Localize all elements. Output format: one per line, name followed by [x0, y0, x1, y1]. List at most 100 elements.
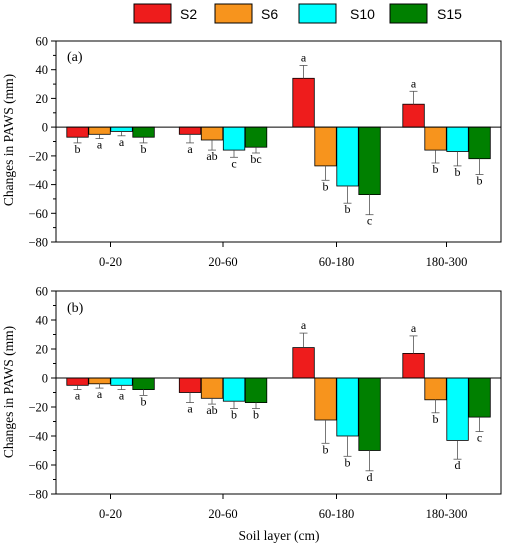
y-tick-label-b-5: −40 — [28, 430, 48, 444]
sig-label-a-s6-2: b — [323, 179, 329, 193]
y-tick-label-b-3: 0 — [42, 372, 48, 386]
panel-label-a: (a) — [67, 50, 83, 65]
y-tick-label-a-3: 0 — [42, 121, 48, 135]
y-tick-label-b-0: 60 — [36, 285, 49, 299]
x-axis-title: Soil layer (cm) — [239, 528, 320, 543]
y-tick-label-a-1: 40 — [36, 63, 49, 77]
y-tick-label-a-6: −60 — [28, 207, 48, 221]
legend-swatch-s2 — [133, 3, 172, 24]
bar-b-s2-3 — [402, 352, 425, 379]
bar-b-s10-3 — [446, 377, 469, 441]
sig-label-b-s6-1: ab — [206, 403, 217, 417]
sig-label-b-s15-1: b — [253, 408, 259, 422]
y-tick-label-a-5: −40 — [28, 178, 48, 192]
legend-swatch-s15 — [389, 3, 428, 24]
bar-a-s10-2 — [336, 126, 359, 187]
y-axis-title-a: Changes in PAWS (mm) — [1, 74, 16, 206]
sig-label-a-s2-2: a — [301, 50, 307, 64]
y-tick-label-b-1: 40 — [36, 314, 49, 328]
bar-a-s6-3 — [424, 126, 447, 151]
y-tick-label-a-4: −20 — [28, 149, 48, 163]
sig-label-b-s10-2: b — [345, 455, 351, 469]
bar-a-s15-2 — [358, 126, 381, 195]
sig-label-b-s2-3: a — [411, 321, 417, 335]
sig-label-a-s6-1: ab — [206, 149, 217, 163]
sig-label-a-s15-2: c — [367, 214, 372, 228]
sig-label-b-s10-0: a — [119, 389, 125, 403]
bar-b-s2-1 — [178, 377, 202, 393]
bar-b-s6-2 — [314, 377, 337, 421]
bar-a-s10-3 — [446, 126, 469, 152]
sig-label-b-s2-0: a — [75, 389, 81, 403]
y-axis-title-b: Changes in PAWS (mm) — [1, 326, 16, 458]
bar-b-s10-2 — [336, 377, 359, 437]
y-tick-label-a-0: 60 — [36, 35, 49, 49]
y-tick-label-b-6: −60 — [28, 459, 48, 473]
sig-label-a-s6-3: b — [433, 162, 439, 176]
x-tick-label-b-1: 20-60 — [208, 507, 237, 521]
bar-b-s15-3 — [468, 377, 491, 418]
bar-a-s15-1 — [244, 126, 268, 148]
bar-b-s6-3 — [424, 377, 447, 401]
sig-label-b-s2-1: a — [187, 402, 193, 416]
sig-label-b-s10-1: b — [231, 408, 237, 422]
sig-label-a-s2-1: a — [187, 142, 193, 156]
sig-label-b-s10-3: d — [455, 458, 461, 472]
sig-label-b-s15-0: b — [141, 394, 147, 408]
legend-label-s6: S6 — [261, 6, 278, 22]
y-tick-label-b-4: −20 — [28, 401, 48, 415]
legend-swatch-s6 — [214, 3, 253, 24]
sig-label-a-s10-0: a — [119, 135, 125, 149]
bar-a-s6-1 — [200, 126, 224, 141]
x-tick-label-a-1: 20-60 — [208, 255, 237, 269]
legend: S2 S6 S10 S15 — [133, 3, 462, 24]
x-tick-label-a-2: 60-180 — [319, 255, 354, 269]
legend-label-s15: S15 — [437, 6, 462, 22]
x-tick-label-b-0: 0-20 — [99, 507, 122, 521]
bar-a-s2-0 — [66, 126, 89, 138]
y-tick-label-b-2: 20 — [36, 343, 49, 357]
sig-label-a-s15-0: b — [141, 142, 147, 156]
axes-a: 60 40 20 0 −20 −40 −60 −80 0-20 20-60 60-180 180-30… — [28, 35, 501, 269]
sig-label-b-s6-3: b — [433, 412, 439, 426]
sig-label-a-s15-3: b — [477, 174, 483, 188]
bar-a-s6-0 — [88, 126, 111, 135]
bar-b-s6-1 — [200, 377, 224, 399]
bar-a-s2-3 — [402, 103, 425, 128]
bar-b-s15-1 — [244, 377, 268, 404]
bar-a-s15-0 — [132, 126, 155, 138]
sig-label-a-s15-1: bc — [250, 152, 261, 166]
legend-swatch-s10 — [298, 3, 337, 24]
x-tick-label-b-3: 180-300 — [426, 507, 468, 521]
sig-label-b-s6-2: b — [323, 442, 329, 456]
legend-label-s2: S2 — [180, 6, 197, 22]
sig-label-b-s2-2: a — [301, 318, 307, 332]
x-tick-label-a-0: 0-20 — [99, 255, 122, 269]
bar-a-s10-0 — [110, 126, 133, 132]
sig-label-a-s6-0: a — [97, 138, 103, 152]
legend-label-s10: S10 — [350, 6, 375, 22]
axes-b: 60 40 20 0 −20 −40 −60 −80 0-20 20-60 60-180 180-30… — [28, 285, 501, 521]
bar-b-s15-2 — [358, 377, 381, 451]
panel-label-b: (b) — [67, 301, 84, 316]
sig-label-a-s10-1: c — [231, 156, 236, 170]
sig-label-b-s15-3: c — [477, 431, 482, 445]
y-tick-label-a-7: −80 — [28, 236, 48, 250]
bar-b-s10-1 — [222, 377, 246, 402]
sig-label-a-s10-3: b — [455, 165, 461, 179]
y-tick-label-b-7: −80 — [28, 488, 48, 502]
bar-b-s2-0 — [66, 377, 89, 386]
sig-label-a-s2-3: a — [411, 76, 417, 90]
bar-b-s10-0 — [110, 377, 133, 386]
bar-a-s2-2 — [292, 77, 315, 128]
bar-a-s15-3 — [468, 126, 491, 160]
bar-a-s2-1 — [178, 126, 202, 135]
x-tick-label-a-3: 180-300 — [426, 255, 468, 269]
sig-label-b-s6-0: a — [97, 387, 103, 401]
bar-a-s10-1 — [222, 126, 246, 151]
x-tick-label-b-2: 60-180 — [319, 507, 354, 521]
sig-label-a-s10-2: b — [345, 202, 351, 216]
